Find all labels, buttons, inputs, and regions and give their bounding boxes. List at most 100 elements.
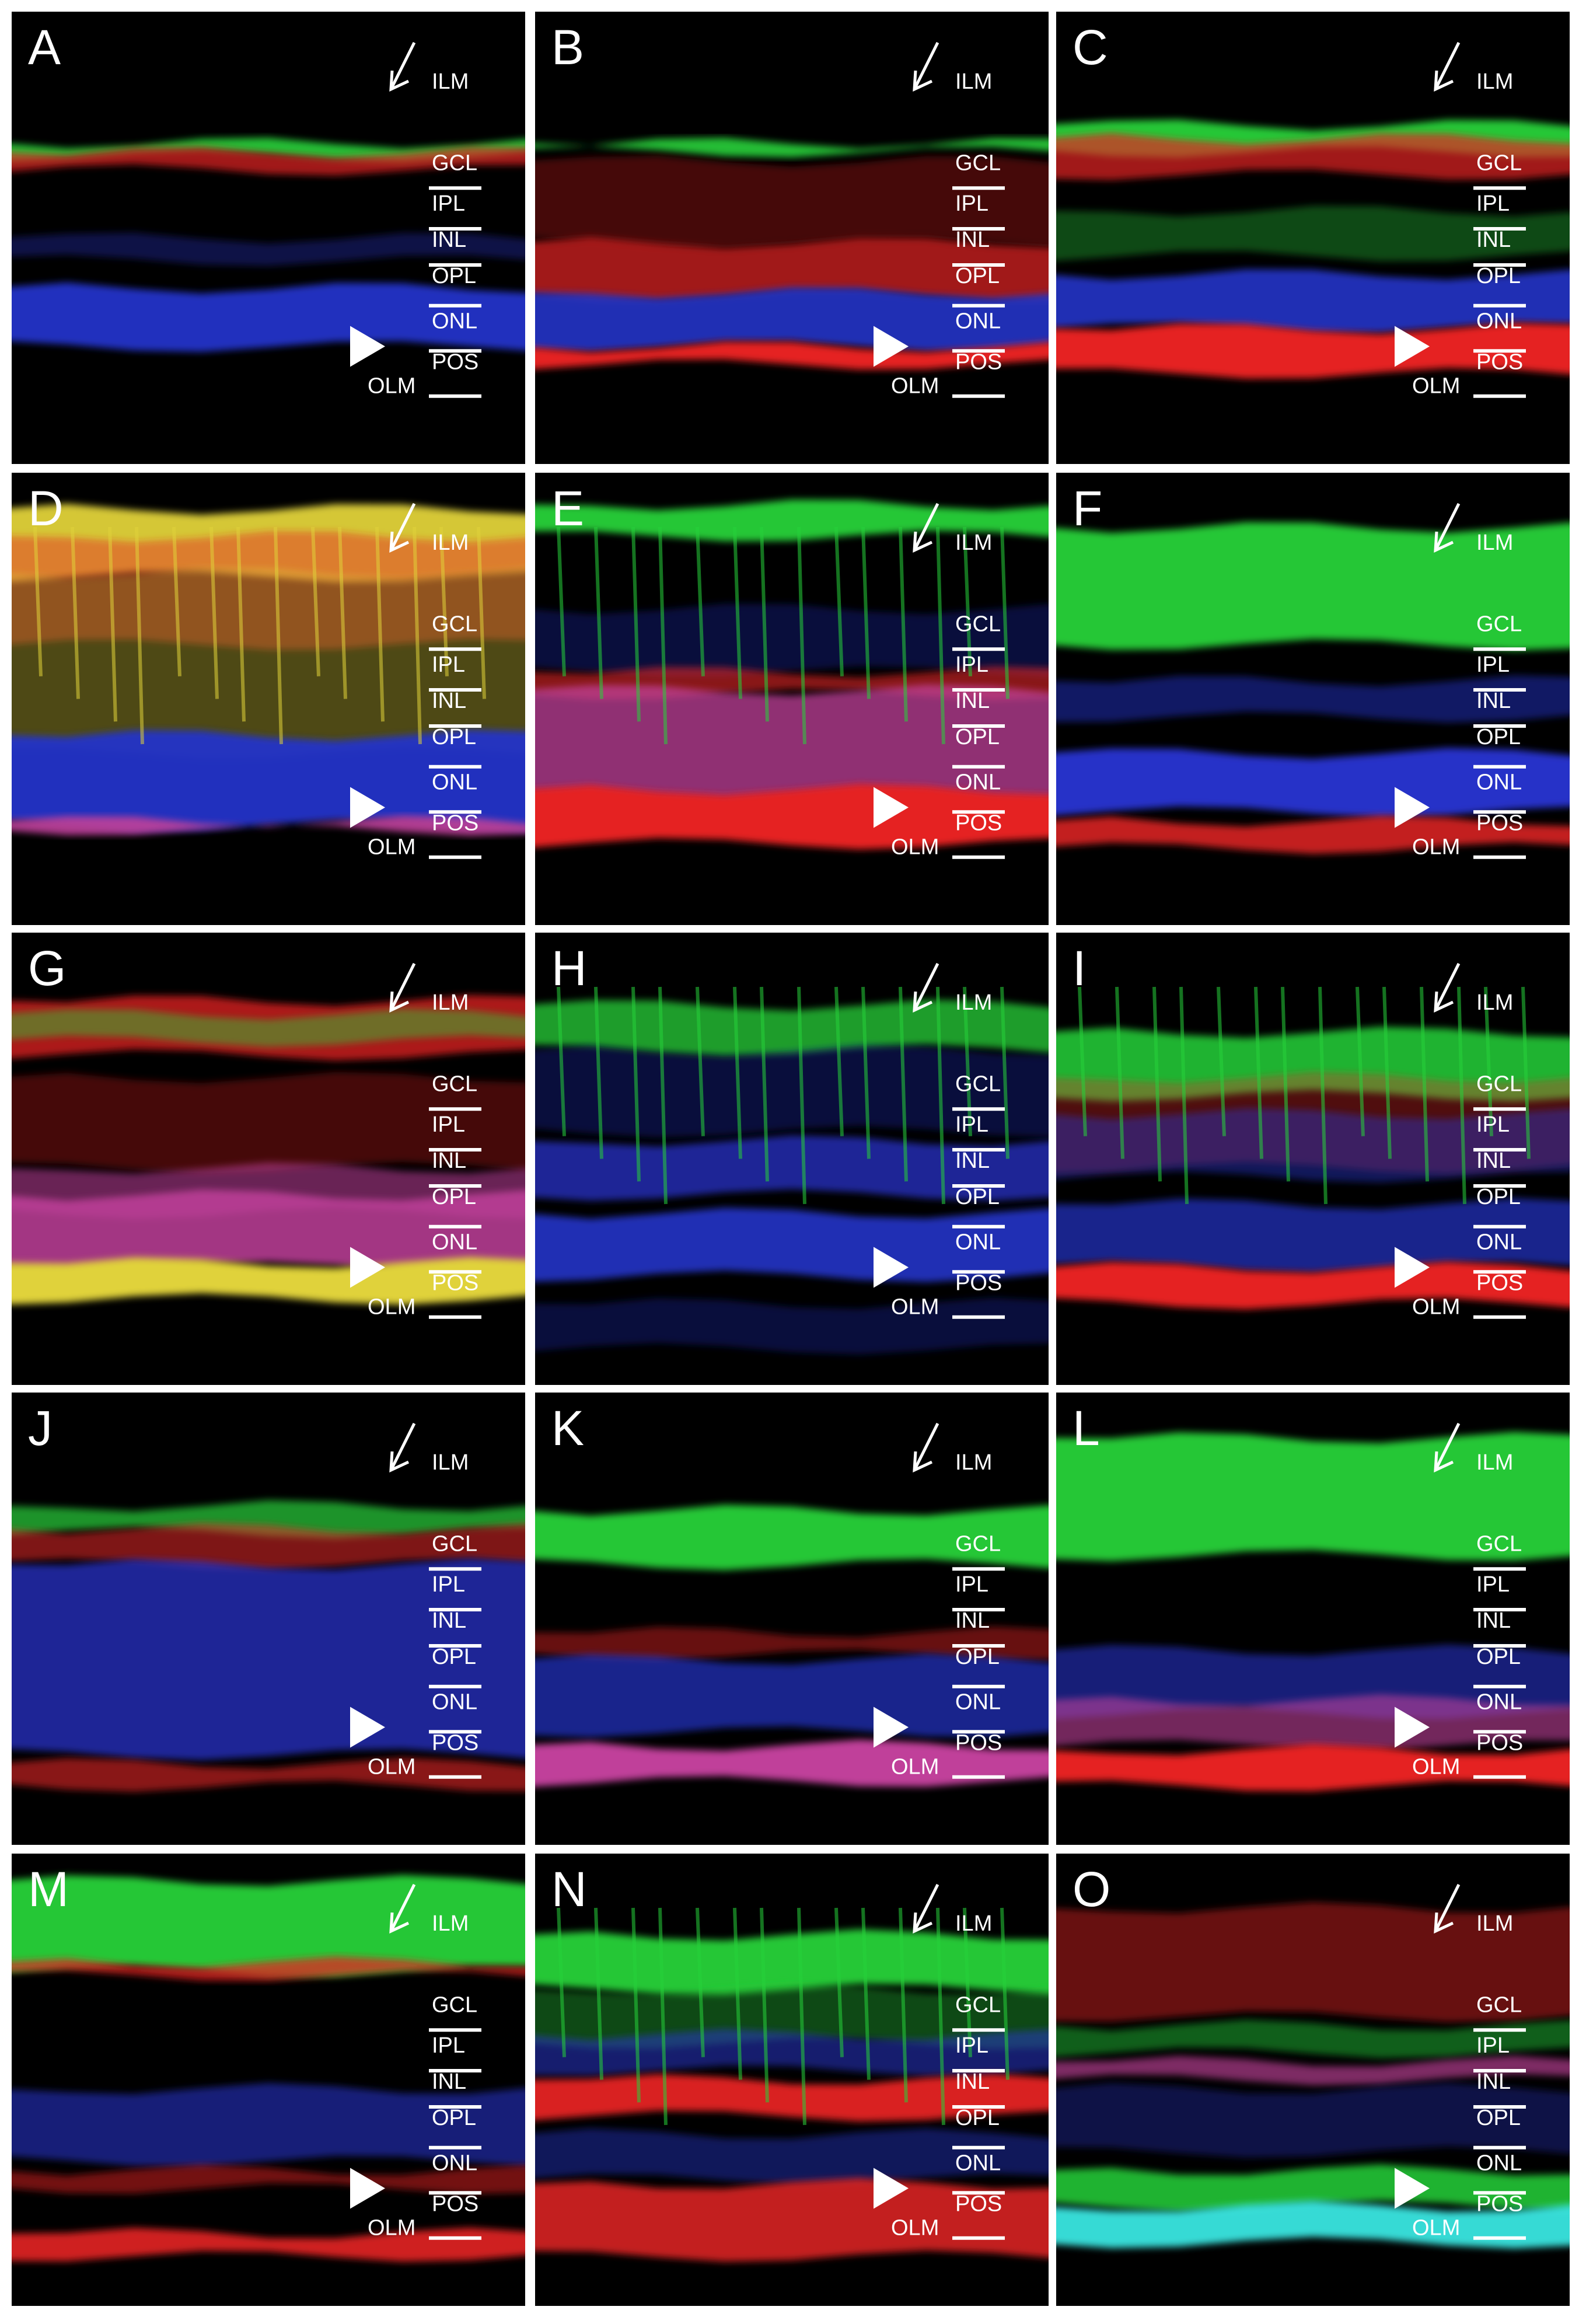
band-red [1056,1902,1570,2022]
panel-n: N ILM GCL IPL INL OPL ONL POS OLM [535,1854,1049,2306]
glial-process [1078,986,1087,1136]
layer-label-ilm: ILM [1476,69,1513,94]
fluorescence-bands [535,137,1049,370]
panel-letter: I [1073,941,1086,996]
layer-label-ilm: ILM [432,1911,469,1936]
layer-label-pos: POS [432,811,478,835]
glial-process [71,526,80,699]
layer-label-ipl: IPL [955,1112,988,1137]
glial-process [658,1907,668,2126]
layer-label-opl: OPL [955,1645,1000,1669]
fluorescence-bands [535,1505,1049,1787]
panel-c: C ILM GCL IPL INL OPL ONL POS OLM [1056,12,1570,464]
panel-o: O ILM GCL IPL INL OPL ONL POS OLM [1056,1854,1570,2306]
band-blue [12,1558,525,1760]
layer-label-onl: ONL [955,770,1001,795]
glial-process [733,526,742,699]
layer-label-gcl: GCL [955,1993,1001,2017]
glial-process [1152,986,1162,1182]
band-blue [1056,269,1570,334]
ilm-arrow-icon [1434,503,1461,553]
band-red [1056,323,1570,379]
layer-label-gcl: GCL [1476,1531,1522,1556]
fluorescence-bands [535,1907,1049,2262]
layer-label-pos: POS [955,2192,1002,2216]
layer-label-opl: OPL [955,2106,1000,2130]
band-green [12,1009,525,1047]
layer-label-opl: OPL [1476,2106,1521,2130]
olm-arrowhead-icon [350,326,385,367]
glial-process [1254,986,1263,1159]
glial-process [594,986,603,1159]
glial-process [658,986,668,1205]
band-green [535,999,1049,1056]
band-blue [1056,748,1570,818]
olm-arrowhead-icon [350,1247,385,1288]
band-magenta [1056,2056,1570,2086]
layer-label-inl: INL [432,228,466,252]
layer-label-gcl: GCL [955,1072,1001,1096]
olm-label: OLM [891,2216,939,2241]
band-blue [535,1297,1049,1355]
layer-label-onl: ONL [1476,309,1522,334]
layer-label-inl: INL [955,1149,990,1173]
glial-process [797,986,806,1205]
layer-label-onl: ONL [1476,2151,1522,2176]
band-magenta [535,1739,1049,1787]
olm-label: OLM [368,2216,415,2241]
panel-k: K ILM GCL IPL INL OPL ONL POS OLM [535,1393,1049,1845]
fluorescence-bands [12,1875,525,2262]
layer-label-ilm: ILM [1476,531,1513,555]
fluorescence-bands [535,986,1049,1355]
band-green [535,499,1049,542]
glial-process [963,1907,972,2057]
glial-process [375,526,385,722]
glial-process [760,526,769,722]
glial-process [1356,986,1365,1136]
glial-process [477,526,486,699]
layer-label-opl: OPL [432,2106,476,2130]
layer-label-onl: ONL [432,1230,477,1255]
layer-label-pos: POS [955,350,1002,374]
layer-label-ilm: ILM [432,990,469,1015]
panel-letter: F [1073,481,1102,536]
layer-label-pos: POS [1476,350,1523,374]
ilm-arrow-icon [1434,962,1461,1013]
panel-letter: O [1073,1862,1110,1917]
glial-process [274,526,283,745]
glial-process [33,526,43,676]
band-red [12,1757,525,1792]
panel-letter: C [1073,20,1108,75]
layer-label-ilm: ILM [1476,1911,1513,1936]
layer-label-onl: ONL [432,770,477,795]
band-red [1056,1261,1570,1310]
panel-f: F ILM GCL IPL INL OPL ONL POS OLM [1056,473,1570,925]
panel-letter: K [551,1401,584,1456]
glial-process [658,526,668,745]
band-green [1056,2019,1570,2058]
ilm-arrow-icon [913,1422,939,1473]
glial-process [861,1907,871,2080]
layer-label-ipl: IPL [955,1572,988,1597]
fluorescence-bands [1056,1902,1570,2249]
layer-label-inl: INL [1476,1608,1511,1633]
panel-letter: L [1073,1401,1100,1456]
layer-label-ipl: IPL [432,652,465,677]
layer-label-opl: OPL [432,1185,476,1209]
olm-arrowhead-icon [874,326,909,367]
layer-label-ipl: IPL [432,1572,465,1597]
glial-process [696,986,705,1136]
ilm-arrow-icon [389,962,416,1013]
ilm-arrow-icon [913,962,939,1013]
band-red [535,2178,1049,2262]
band-green [535,1505,1049,1571]
layer-label-gcl: GCL [1476,151,1522,175]
band-red [535,155,1049,248]
layer-label-pos: POS [955,1730,1002,1755]
layer-label-onl: ONL [1476,1690,1522,1715]
glial-process [696,526,705,676]
layer-label-gcl: GCL [955,151,1001,175]
olm-arrowhead-icon [1395,2168,1430,2209]
olm-label: OLM [1412,2216,1460,2241]
glial-process [899,526,908,722]
